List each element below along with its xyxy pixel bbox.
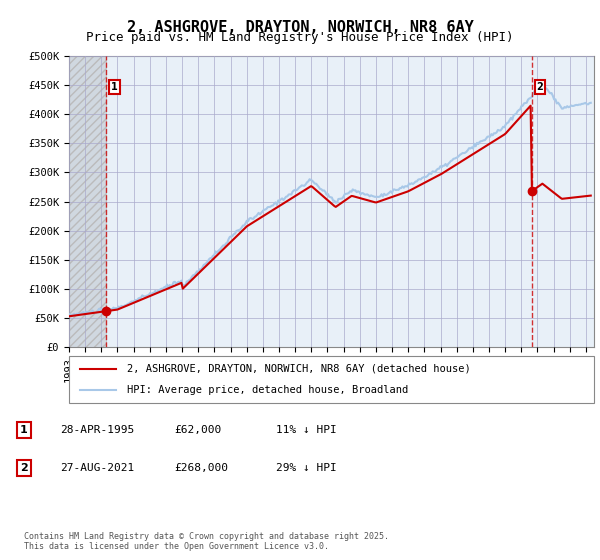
Text: £62,000: £62,000 xyxy=(174,424,221,435)
Text: Price paid vs. HM Land Registry's House Price Index (HPI): Price paid vs. HM Land Registry's House … xyxy=(86,31,514,44)
Text: Contains HM Land Registry data © Crown copyright and database right 2025.
This d: Contains HM Land Registry data © Crown c… xyxy=(24,532,389,552)
Text: 27-AUG-2021: 27-AUG-2021 xyxy=(60,463,134,473)
Text: 2: 2 xyxy=(536,82,544,92)
Text: £268,000: £268,000 xyxy=(174,463,228,473)
Text: 11% ↓ HPI: 11% ↓ HPI xyxy=(276,424,337,435)
Text: 28-APR-1995: 28-APR-1995 xyxy=(60,424,134,435)
Text: 2, ASHGROVE, DRAYTON, NORWICH, NR8 6AY: 2, ASHGROVE, DRAYTON, NORWICH, NR8 6AY xyxy=(127,20,473,35)
Text: 2, ASHGROVE, DRAYTON, NORWICH, NR8 6AY (detached house): 2, ASHGROVE, DRAYTON, NORWICH, NR8 6AY (… xyxy=(127,364,470,374)
Text: 1: 1 xyxy=(112,82,118,92)
Text: 2: 2 xyxy=(20,463,28,473)
FancyBboxPatch shape xyxy=(69,356,594,403)
Bar xyxy=(69,56,106,347)
Text: HPI: Average price, detached house, Broadland: HPI: Average price, detached house, Broa… xyxy=(127,385,408,395)
Text: 29% ↓ HPI: 29% ↓ HPI xyxy=(276,463,337,473)
Text: 1: 1 xyxy=(20,424,28,435)
